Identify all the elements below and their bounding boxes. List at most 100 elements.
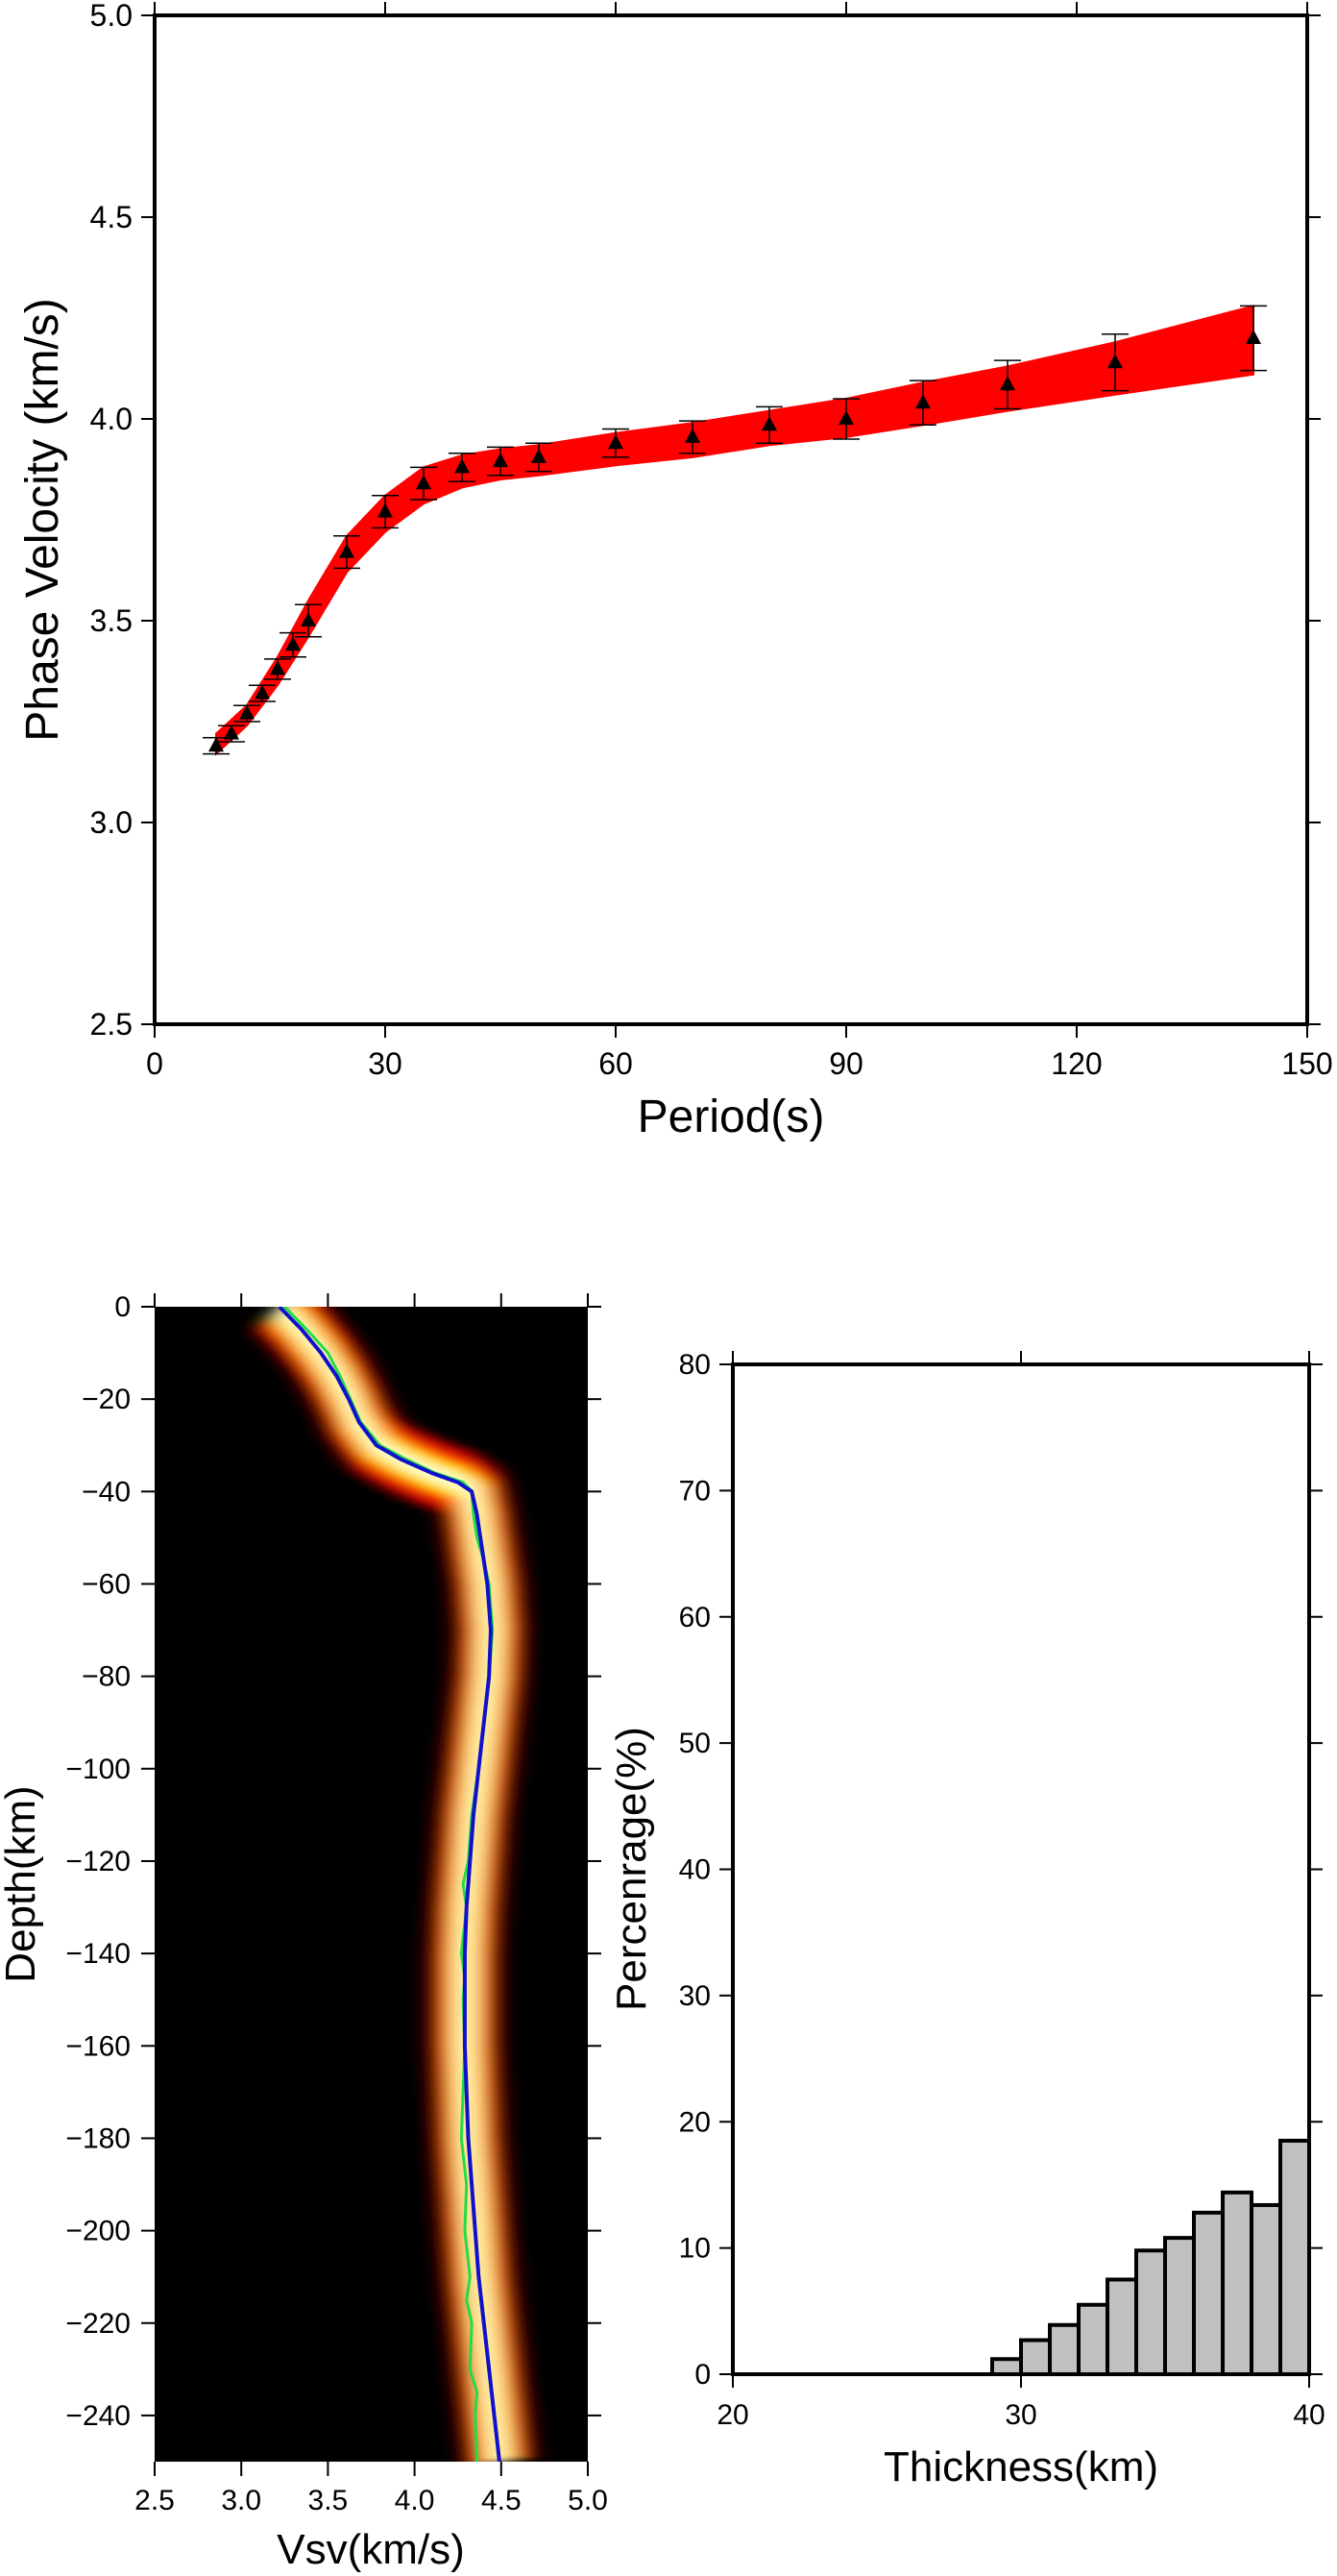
y-tick-label: 0 — [114, 1291, 131, 1323]
x-tick-label: 4.0 — [395, 2485, 435, 2516]
profile-background — [155, 1307, 588, 2462]
y-tick-label: 60 — [679, 1602, 711, 1633]
x-tick-label: 3.5 — [308, 2485, 349, 2516]
observation-point — [264, 658, 291, 680]
dispersion-axes: 0 30 60 90 120 150 2.5 3.0 3.5 4.0 4.5 5.0 — [90, 0, 1333, 1081]
observation-point — [333, 535, 360, 570]
y-tick-label: −40 — [82, 1476, 131, 1508]
triangle-marker — [339, 543, 354, 558]
y-tick-label: −140 — [65, 1938, 131, 1970]
triangle-marker — [1246, 330, 1261, 344]
histogram-bar — [1192, 2210, 1225, 2377]
y-tick-label: 3.5 — [90, 603, 133, 638]
y-tick-label: 70 — [679, 1475, 711, 1507]
observation-point — [280, 631, 306, 658]
observation-point — [372, 495, 399, 529]
dispersion-x-label: Period(s) — [638, 1092, 825, 1142]
y-tick-label: 5.0 — [90, 0, 133, 33]
observation-point — [1240, 305, 1267, 372]
triangle-marker — [915, 394, 931, 409]
histogram-bar — [1221, 2190, 1253, 2377]
y-tick-label: −60 — [82, 1568, 131, 1600]
observation-point — [833, 398, 860, 440]
triangle-marker — [224, 724, 239, 740]
dispersion-band — [215, 305, 1254, 756]
profile-x-label: Vsv(km/s) — [277, 2526, 465, 2573]
triangle-marker — [531, 448, 547, 463]
y-tick-label: 4.0 — [90, 402, 133, 436]
observation-point — [994, 359, 1021, 410]
triangle-marker — [239, 704, 255, 720]
profile-line-layer — [278, 1307, 501, 2462]
y-tick-label: −240 — [65, 2400, 131, 2432]
y-tick-label: −180 — [65, 2122, 131, 2154]
x-tick-label: 120 — [1051, 1046, 1102, 1081]
x-tick-label: 0 — [146, 1046, 163, 1081]
histogram-bar — [1134, 2248, 1167, 2376]
y-tick-label: 3.0 — [90, 805, 133, 840]
x-tick-label: 20 — [717, 2399, 748, 2431]
observation-point — [679, 420, 706, 454]
x-tick-label: 4.5 — [481, 2485, 522, 2516]
velocity-profile-chart: 2.5 3.0 3.5 4.0 4.5 5.0 0 −20 −40 −60 −80 −100 −120 −… — [0, 1291, 608, 2573]
histogram-x-label: Thickness(km) — [884, 2443, 1158, 2490]
triangle-marker — [270, 660, 285, 675]
mean-profile-line — [278, 1307, 501, 2462]
dispersion-y-label: Phase Velocity (km/s) — [17, 298, 68, 741]
profile-axes: 2.5 3.0 3.5 4.0 4.5 5.0 0 −20 −40 −60 −80 −100 −120 −… — [65, 1291, 607, 2516]
observation-point — [410, 466, 437, 501]
observation-point — [1102, 333, 1129, 392]
observation-point — [295, 603, 322, 638]
observation-point — [249, 684, 276, 702]
y-tick-label: 30 — [679, 1980, 711, 2012]
observation-point — [525, 442, 552, 473]
triangle-marker — [416, 475, 431, 490]
triangle-marker — [1000, 376, 1015, 391]
y-tick-label: −20 — [82, 1384, 131, 1415]
y-tick-label: −200 — [65, 2216, 131, 2247]
y-tick-label: −80 — [82, 1661, 131, 1693]
triangle-marker — [454, 458, 470, 474]
histogram-bar — [1278, 2138, 1311, 2377]
x-tick-label: 40 — [1293, 2399, 1325, 2431]
observation-point — [602, 428, 629, 458]
x-tick-label: 30 — [1005, 2399, 1036, 2431]
histogram-bar — [1077, 2302, 1109, 2376]
observation-point — [487, 446, 514, 477]
histogram-bar — [1250, 2202, 1282, 2377]
histogram-y-label: Percenrage(%) — [608, 1727, 655, 2011]
dispersion-band-layer — [215, 305, 1254, 756]
y-tick-label: 4.5 — [90, 200, 133, 234]
histogram-bar — [990, 2357, 1023, 2377]
y-tick-label: 40 — [679, 1854, 711, 1886]
histogram-bar — [1048, 2322, 1081, 2376]
observation-point — [218, 724, 245, 743]
x-tick-label: 150 — [1281, 1046, 1332, 1081]
y-tick-label: −100 — [65, 1754, 131, 1785]
observation-point — [756, 405, 783, 444]
y-tick-label: 2.5 — [90, 1007, 133, 1042]
y-tick-label: 50 — [679, 1728, 711, 1759]
y-tick-label: 80 — [679, 1349, 711, 1381]
histogram-bar — [1106, 2277, 1138, 2376]
profile-y-label: Depth(km) — [0, 1785, 44, 1982]
x-tick-label: 5.0 — [568, 2485, 608, 2516]
histogram-bar — [1163, 2236, 1196, 2376]
histogram-axes: 20 30 40 0 10 20 30 40 50 60 70 80 — [679, 1349, 1325, 2431]
observation-point — [233, 704, 260, 723]
observation-point — [910, 380, 936, 427]
triangle-marker — [377, 503, 393, 518]
triangle-marker — [208, 737, 224, 752]
histogram-bar — [1019, 2338, 1052, 2377]
y-tick-label: 10 — [679, 2233, 711, 2265]
triangle-marker — [493, 453, 508, 468]
thickness-histogram: 20 30 40 0 10 20 30 40 50 60 70 80 Thickness(km) Pe… — [608, 1349, 1325, 2490]
x-tick-label: 3.0 — [221, 2485, 261, 2516]
triangle-marker — [685, 428, 700, 443]
triangle-marker — [255, 684, 270, 699]
observation-layer — [203, 305, 1267, 755]
x-tick-label: 30 — [368, 1046, 402, 1081]
y-tick-label: −220 — [65, 2308, 131, 2340]
dispersion-chart: 0 30 60 90 120 150 2.5 3.0 3.5 4.0 4.5 5.0 Period(s… — [17, 0, 1333, 1142]
